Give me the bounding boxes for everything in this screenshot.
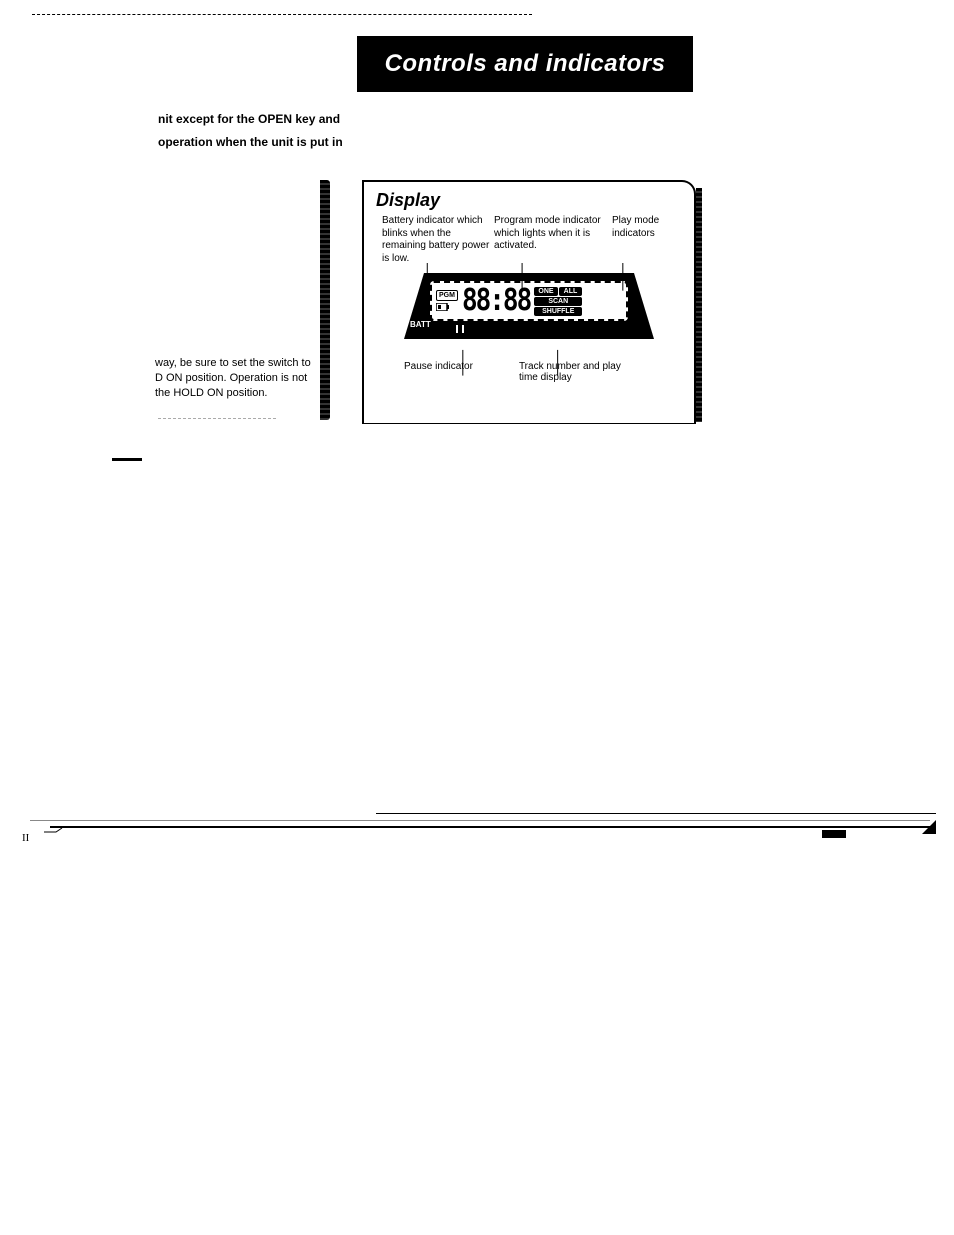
gutter-mark: II (22, 832, 29, 844)
lcd-left-stack: PGM (436, 290, 458, 313)
lcd-all-indicator: ALL (559, 287, 583, 296)
lcd-mode-stack: ONE ALL SCAN SHUFFLE (534, 287, 582, 316)
display-panel-title: Display (376, 190, 682, 211)
battery-icon (436, 303, 458, 313)
label-track-time: Track number and play time display (519, 361, 639, 383)
display-bottom-labels: Pause indicator Track number and play ti… (404, 361, 682, 383)
label-program-mode: Program mode indicator which lights when… (494, 215, 608, 265)
lcd-screen: PGM 88:88 ONE ALL SCAN SHUFFLE (430, 281, 628, 321)
section-title-bar: Controls and indicators (357, 36, 693, 92)
display-panel: Display Battery indicator which blinks w… (362, 180, 696, 424)
body-fragment-top-line1: nit except for the OPEN key and (158, 108, 358, 131)
scan-artifact-blob (822, 830, 846, 838)
body-fragment-top-line2: operation when the unit is put in (158, 131, 358, 154)
page-rule-upper (376, 813, 936, 814)
page-rule-lower (50, 826, 936, 828)
scan-artifact-right (696, 188, 702, 422)
body-fragment-top: nit except for the OPEN key and operatio… (158, 108, 358, 154)
lcd-batt-label: BATT (410, 320, 431, 329)
lcd-pgm-indicator: PGM (436, 290, 458, 301)
section-title-text: Controls and indicators (385, 50, 666, 78)
pause-icon (456, 325, 464, 333)
label-pause-indicator: Pause indicator (404, 361, 473, 383)
scan-artifact-left (320, 180, 330, 420)
top-dashed-rule (32, 14, 532, 15)
faint-dotted-rule (158, 418, 276, 419)
page-rule-mid (30, 820, 930, 821)
lcd-scan-indicator: SCAN (534, 297, 582, 306)
scan-artifact-hook (44, 826, 70, 838)
label-play-mode: Play mode indicators (612, 215, 682, 265)
label-battery-indicator: Battery indicator which blinks when the … (382, 215, 490, 265)
lcd-digits: 88:88 (462, 286, 530, 316)
body-fragment-mid: way, be sure to set the switch to D ON p… (155, 356, 320, 401)
lcd-one-indicator: ONE (534, 287, 558, 296)
display-top-labels: Battery indicator which blinks when the … (382, 215, 682, 265)
short-black-rule (112, 458, 142, 461)
lcd-shuffle-indicator: SHUFFLE (534, 307, 582, 316)
lcd-module: BATT PGM 88:88 ONE ALL SCAN SHUFFLE (404, 273, 654, 339)
